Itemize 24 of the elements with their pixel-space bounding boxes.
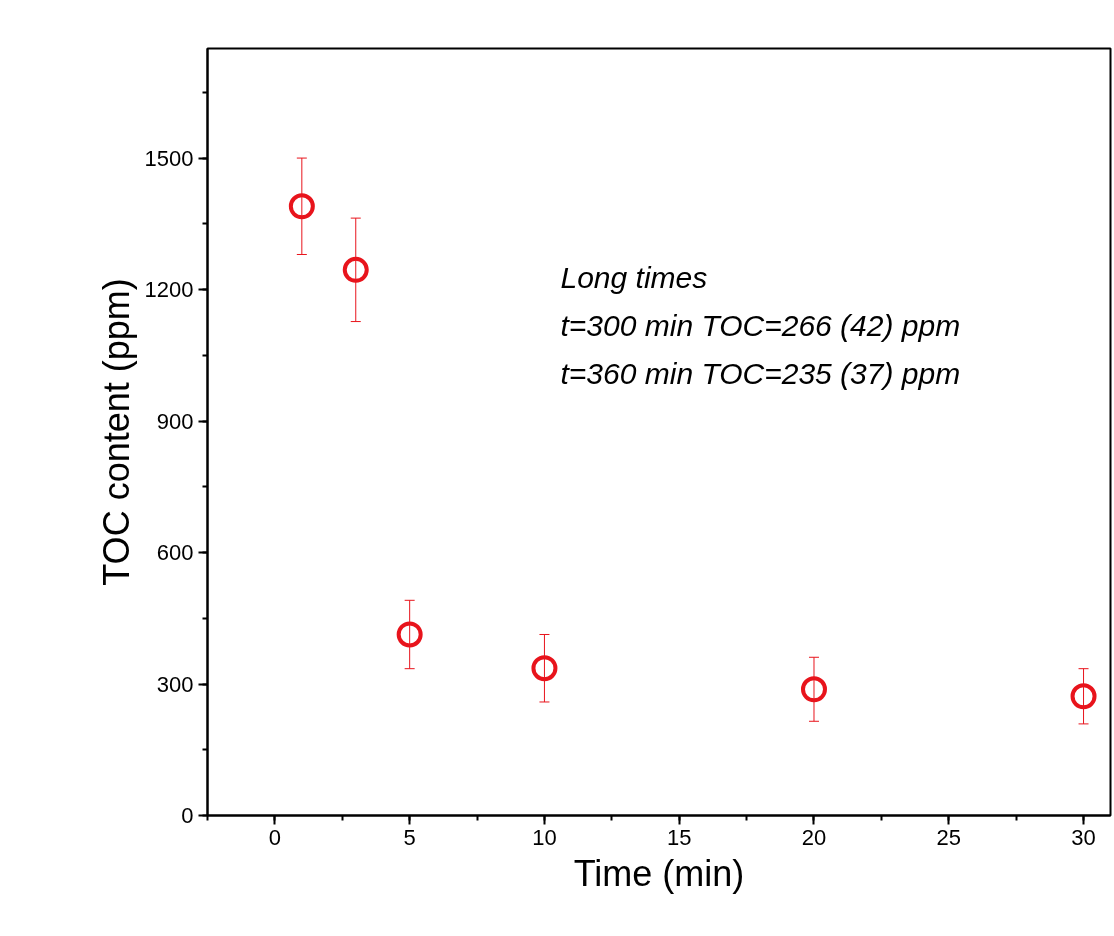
point [800, 676, 827, 703]
x-tick-label: 0 [268, 824, 282, 850]
y-tick-label: 300 [156, 671, 194, 697]
x-tick-label: 5 [403, 824, 416, 850]
x-tick-label: 15 [666, 824, 692, 850]
y-tick-label: 1500 [144, 145, 194, 171]
x-tick-label: 20 [801, 824, 827, 850]
x-tick-label: 30 [1071, 824, 1096, 850]
point [342, 256, 369, 283]
y-tick-label: 900 [156, 408, 194, 434]
y-axis-title: TOC content (ppm) [95, 278, 137, 586]
x-tick-label: 25 [936, 824, 962, 850]
point [288, 193, 315, 220]
annotation: t=300 min TOC=266 (42) ppm [560, 308, 961, 342]
x-tick-label: 10 [532, 824, 557, 850]
point [531, 655, 558, 682]
point [1070, 683, 1097, 710]
y-tick-label: 600 [156, 540, 194, 566]
y-tick-label: 0 [181, 803, 194, 828]
y-tick-label: 1200 [144, 277, 194, 303]
annotation: t=360 min TOC=235 (37) ppm [560, 356, 961, 390]
annotation: Long times [560, 260, 708, 294]
x-axis-title: Time (min) [573, 852, 745, 894]
point [396, 621, 423, 648]
